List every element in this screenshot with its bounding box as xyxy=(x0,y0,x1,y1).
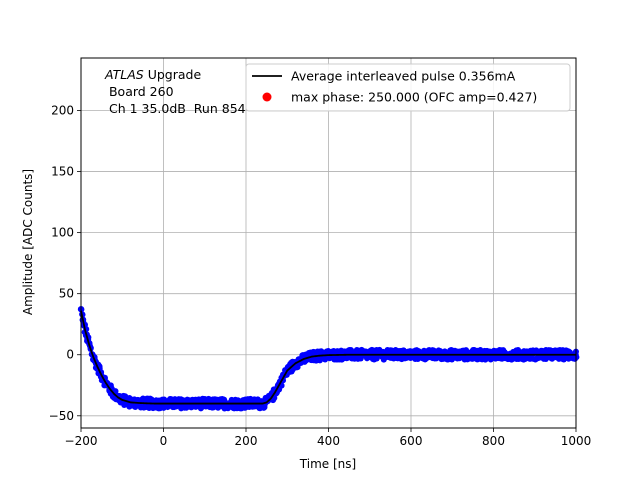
x-tick-label: 1000 xyxy=(561,434,592,448)
y-tick-label: 100 xyxy=(51,226,74,240)
x-tick-label: 200 xyxy=(235,434,258,448)
x-tick-label: 400 xyxy=(317,434,340,448)
average-pulse-series xyxy=(80,310,576,405)
x-tick-label: 800 xyxy=(482,434,505,448)
annotation-prefix-rest: Upgrade xyxy=(144,67,202,82)
average-pulse-line xyxy=(80,310,576,405)
x-axis-label: Time [ns] xyxy=(299,457,356,471)
legend-box xyxy=(245,63,571,112)
scatter-series xyxy=(77,306,580,412)
x-tick-label: −200 xyxy=(65,434,98,448)
annotation-line-2: Board 260 xyxy=(105,84,174,99)
x-tick-label: 600 xyxy=(400,434,423,448)
y-tick-label: 0 xyxy=(66,348,74,362)
annotation-line-3: Ch 1 35.0dB Run 854 xyxy=(105,101,246,116)
legend-marker-swatch xyxy=(262,92,272,102)
axis-ticks: −200 0 200 400 600 800 1000 −50 0 50 100 150 200 xyxy=(49,104,592,448)
x-tick-label: 0 xyxy=(160,434,168,448)
y-tick-label: 200 xyxy=(51,104,74,118)
grid xyxy=(80,58,577,428)
y-tick-label: 50 xyxy=(59,287,74,301)
y-axis-label: Amplitude [ADC Counts] xyxy=(21,169,35,315)
annotation: ATLAS Upgrade Board 260 Ch 1 35.0dB Run … xyxy=(104,67,246,116)
legend-entry-average: Average interleaved pulse 0.356mA xyxy=(291,69,516,84)
y-tick-label: −50 xyxy=(49,409,74,423)
annotation-line-1: ATLAS Upgrade xyxy=(104,67,201,82)
plot-frame xyxy=(80,57,577,429)
y-tick-label: 150 xyxy=(51,165,74,179)
annotation-prefix: ATLAS xyxy=(104,67,144,82)
legend: Average interleaved pulse 0.356mA max ph… xyxy=(245,63,571,112)
legend-entry-max-phase: max phase: 250.000 (OFC amp=0.427) xyxy=(291,90,537,105)
